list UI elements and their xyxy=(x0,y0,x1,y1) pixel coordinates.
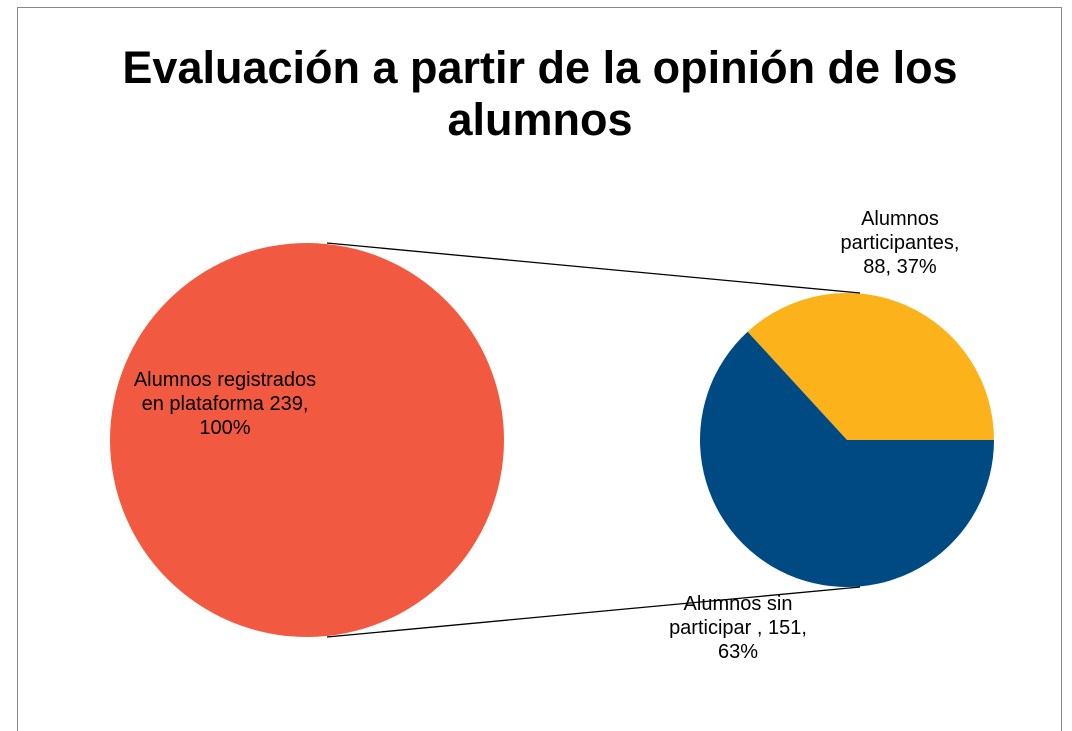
connector-line xyxy=(326,242,861,294)
connector-line xyxy=(326,586,861,638)
chart-title: Evaluación a partir de la opinión de los… xyxy=(122,42,958,145)
chart-frame xyxy=(17,7,1062,731)
data-label: Alumnos registrados en plataforma 239, 1… xyxy=(133,369,317,439)
pie-slice xyxy=(700,331,994,587)
pie-slice xyxy=(747,293,994,440)
data-label: Alumnos sin participar , 151, 63% xyxy=(669,593,807,663)
data-label: Alumnos participantes, 88, 37% xyxy=(840,208,960,278)
pie-slice xyxy=(110,243,504,637)
